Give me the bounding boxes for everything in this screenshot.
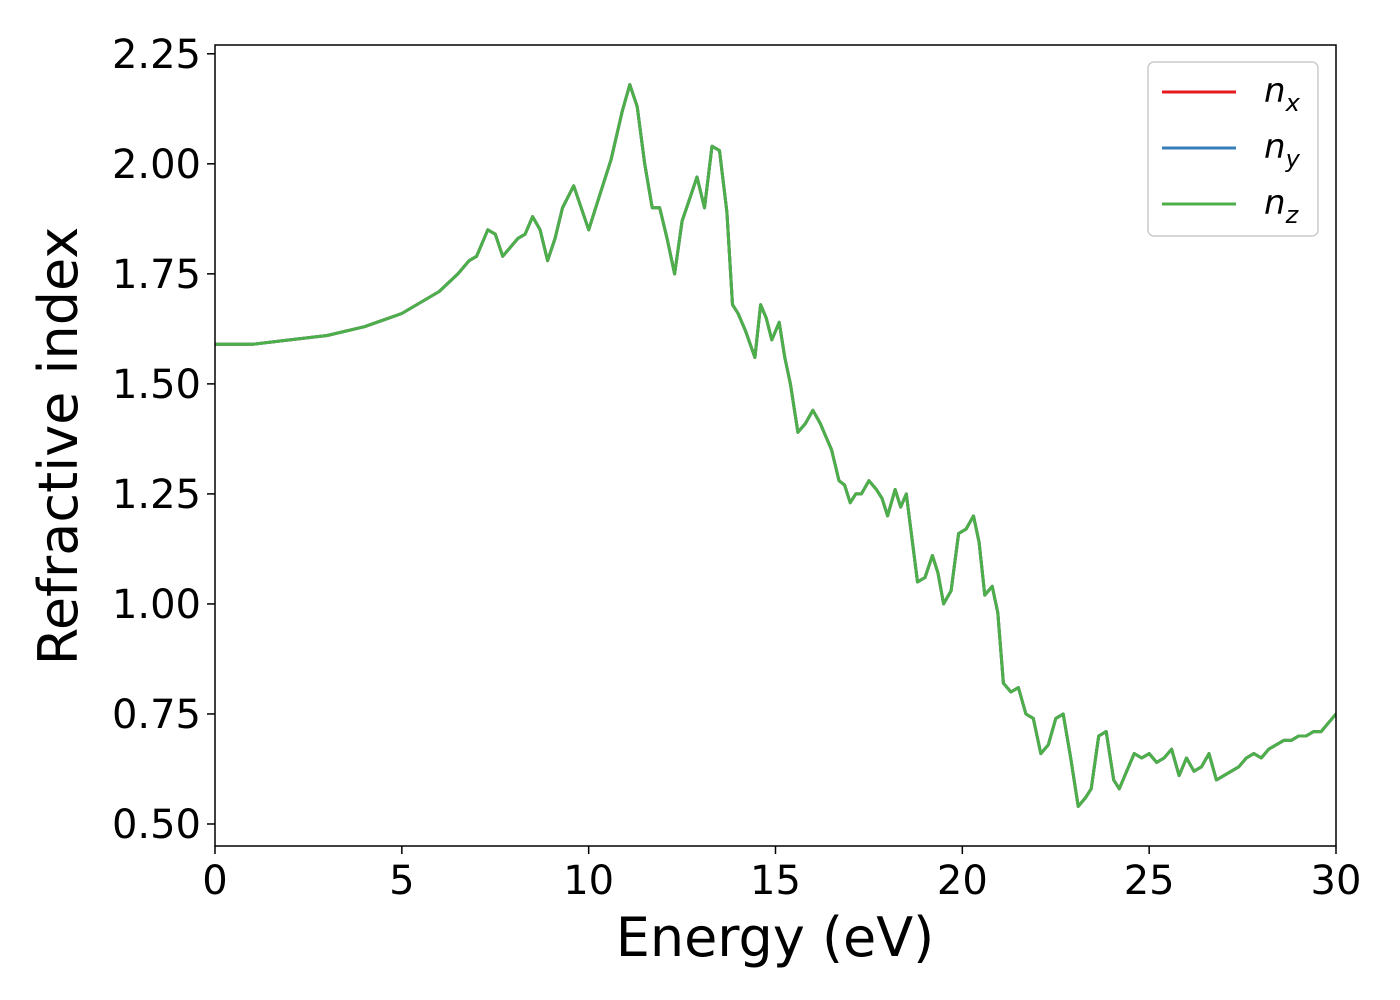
legend-label-subscript: x <box>1285 89 1301 117</box>
legend-label-subscript: y <box>1285 145 1301 173</box>
legend-label-base: n <box>1264 127 1286 167</box>
legend-label-base: n <box>1264 71 1286 111</box>
x-tick-label: 20 <box>937 858 988 904</box>
x-axis-title: Energy (eV) <box>616 906 935 969</box>
y-tick-label: 2.00 <box>112 142 201 188</box>
legend-label-subscript: z <box>1285 201 1300 229</box>
y-tick-label: 1.50 <box>112 362 201 408</box>
x-axis-ticks: 0 5 10 15 20 25 30 <box>202 846 1361 904</box>
y-tick-label: 1.00 <box>112 582 201 628</box>
y-tick-label: 2.25 <box>112 32 201 78</box>
x-tick-label: 30 <box>1311 858 1362 904</box>
x-tick-label: 10 <box>563 858 614 904</box>
x-tick-label: 25 <box>1124 858 1175 904</box>
legend-label-nz: nz <box>1264 183 1300 229</box>
y-axis-title: Refractive index <box>27 227 90 666</box>
y-tick-label: 0.75 <box>112 692 201 738</box>
x-tick-label: 5 <box>389 858 414 904</box>
x-tick-label: 0 <box>202 858 227 904</box>
x-tick-label: 15 <box>750 858 801 904</box>
legend-label-base: n <box>1264 183 1286 223</box>
y-tick-label: 1.75 <box>112 252 201 298</box>
y-axis-ticks: 0.50 0.75 1.00 1.25 1.50 1.75 2.00 2.25 <box>112 32 215 848</box>
series-layer <box>215 83 1336 808</box>
series-line-nz <box>215 83 1336 808</box>
y-tick-label: 1.25 <box>112 472 201 518</box>
y-tick-label: 0.50 <box>112 802 201 848</box>
legend-label-ny: ny <box>1264 127 1301 173</box>
legend-label-nx: nx <box>1264 71 1301 117</box>
